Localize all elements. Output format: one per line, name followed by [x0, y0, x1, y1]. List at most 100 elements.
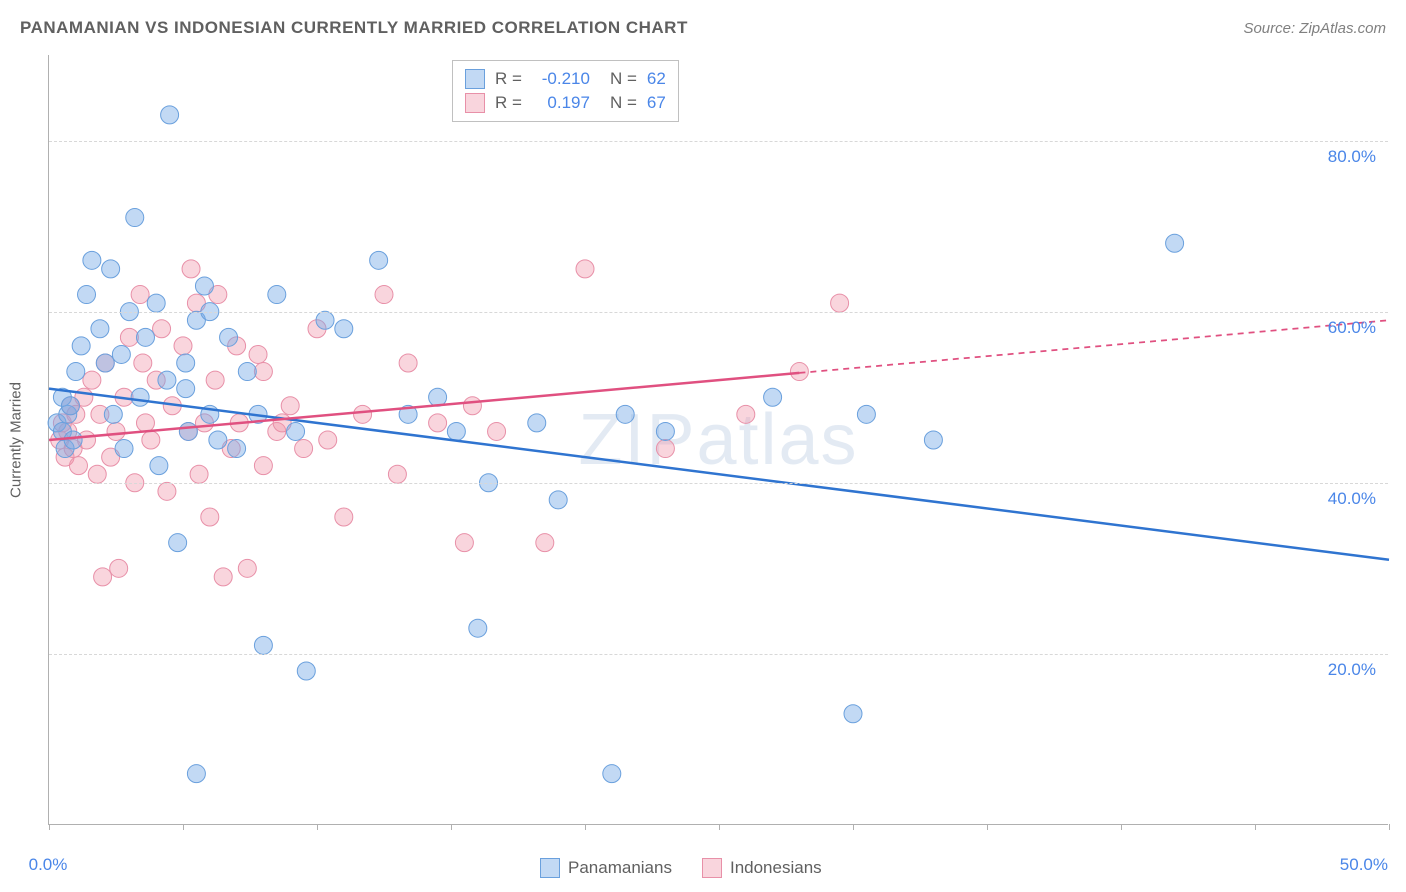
scatter-point-indonesians	[429, 414, 447, 432]
legend-bottom-item: Panamanians	[540, 858, 672, 878]
legend-r-value: 0.197	[532, 93, 590, 113]
scatter-point-indonesians	[134, 354, 152, 372]
legend-swatch	[702, 858, 722, 878]
scatter-point-indonesians	[281, 397, 299, 415]
scatter-point-panamanians	[179, 422, 197, 440]
scatter-point-panamanians	[136, 328, 154, 346]
grid-line	[49, 312, 1388, 313]
scatter-point-panamanians	[254, 636, 272, 654]
scatter-point-panamanians	[844, 705, 862, 723]
scatter-point-indonesians	[182, 260, 200, 278]
scatter-point-panamanians	[102, 260, 120, 278]
scatter-point-panamanians	[603, 765, 621, 783]
scatter-point-panamanians	[656, 422, 674, 440]
y-tick-label: 60.0%	[1328, 318, 1376, 338]
legend-n-value: 67	[647, 93, 666, 113]
scatter-point-panamanians	[316, 311, 334, 329]
scatter-point-indonesians	[83, 371, 101, 389]
scatter-point-indonesians	[214, 568, 232, 586]
scatter-point-indonesians	[158, 482, 176, 500]
scatter-point-indonesians	[319, 431, 337, 449]
scatter-point-panamanians	[370, 251, 388, 269]
scatter-point-panamanians	[469, 619, 487, 637]
scatter-point-indonesians	[335, 508, 353, 526]
legend-top: R =-0.210N =62R =0.197N =67	[452, 60, 679, 122]
scatter-point-panamanians	[67, 363, 85, 381]
scatter-point-panamanians	[126, 209, 144, 227]
legend-series-label: Indonesians	[730, 858, 822, 878]
scatter-point-panamanians	[297, 662, 315, 680]
scatter-point-indonesians	[388, 465, 406, 483]
legend-swatch	[540, 858, 560, 878]
scatter-point-indonesians	[107, 422, 125, 440]
scatter-point-indonesians	[142, 431, 160, 449]
scatter-point-panamanians	[924, 431, 942, 449]
scatter-point-indonesians	[536, 534, 554, 552]
scatter-point-panamanians	[104, 405, 122, 423]
x-tick	[585, 824, 586, 830]
scatter-point-indonesians	[136, 414, 154, 432]
scatter-point-panamanians	[61, 397, 79, 415]
scatter-point-indonesians	[488, 422, 506, 440]
scatter-point-indonesians	[110, 559, 128, 577]
scatter-point-panamanians	[64, 431, 82, 449]
scatter-point-panamanians	[147, 294, 165, 312]
scatter-point-panamanians	[220, 328, 238, 346]
grid-line	[49, 654, 1388, 655]
scatter-point-panamanians	[91, 320, 109, 338]
regression-line-indonesians-dashed	[799, 320, 1389, 373]
scatter-point-panamanians	[268, 286, 286, 304]
chart-svg	[49, 55, 1388, 824]
scatter-point-indonesians	[656, 440, 674, 458]
scatter-point-panamanians	[78, 286, 96, 304]
legend-r-label: R =	[495, 69, 522, 89]
plot-area: ZIPatlas 20.0%40.0%60.0%80.0%	[48, 55, 1388, 825]
legend-bottom-item: Indonesians	[702, 858, 822, 878]
x-tick	[451, 824, 452, 830]
y-axis-label: Currently Married	[8, 382, 25, 498]
scatter-point-indonesians	[190, 465, 208, 483]
y-tick-label: 80.0%	[1328, 147, 1376, 167]
x-tick	[1121, 824, 1122, 830]
x-tick	[1389, 824, 1390, 830]
x-tick	[987, 824, 988, 830]
scatter-point-panamanians	[335, 320, 353, 338]
scatter-point-panamanians	[549, 491, 567, 509]
scatter-point-panamanians	[112, 345, 130, 363]
scatter-point-panamanians	[96, 354, 114, 372]
scatter-point-panamanians	[115, 440, 133, 458]
scatter-point-panamanians	[195, 277, 213, 295]
scatter-point-panamanians	[150, 457, 168, 475]
legend-series-label: Panamanians	[568, 858, 672, 878]
scatter-point-panamanians	[528, 414, 546, 432]
legend-bottom: Panamanians Indonesians	[540, 858, 822, 878]
scatter-point-panamanians	[857, 405, 875, 423]
legend-r-label: R =	[495, 93, 522, 113]
x-tick	[719, 824, 720, 830]
scatter-point-panamanians	[238, 363, 256, 381]
scatter-point-indonesians	[295, 440, 313, 458]
scatter-point-panamanians	[209, 431, 227, 449]
scatter-point-indonesians	[88, 465, 106, 483]
scatter-point-indonesians	[463, 397, 481, 415]
scatter-point-panamanians	[447, 422, 465, 440]
scatter-point-indonesians	[254, 363, 272, 381]
scatter-point-indonesians	[238, 559, 256, 577]
scatter-point-panamanians	[169, 534, 187, 552]
scatter-point-indonesians	[69, 457, 87, 475]
scatter-point-panamanians	[83, 251, 101, 269]
scatter-point-panamanians	[177, 380, 195, 398]
scatter-point-panamanians	[287, 422, 305, 440]
scatter-point-indonesians	[120, 328, 138, 346]
legend-top-row: R =0.197N =67	[465, 91, 666, 115]
y-tick-label: 40.0%	[1328, 489, 1376, 509]
legend-n-label: N =	[610, 69, 637, 89]
grid-line	[49, 483, 1388, 484]
scatter-point-indonesians	[94, 568, 112, 586]
scatter-point-indonesians	[131, 286, 149, 304]
scatter-point-indonesians	[254, 457, 272, 475]
scatter-point-panamanians	[187, 765, 205, 783]
x-tick	[1255, 824, 1256, 830]
x-tick	[853, 824, 854, 830]
scatter-point-indonesians	[354, 405, 372, 423]
